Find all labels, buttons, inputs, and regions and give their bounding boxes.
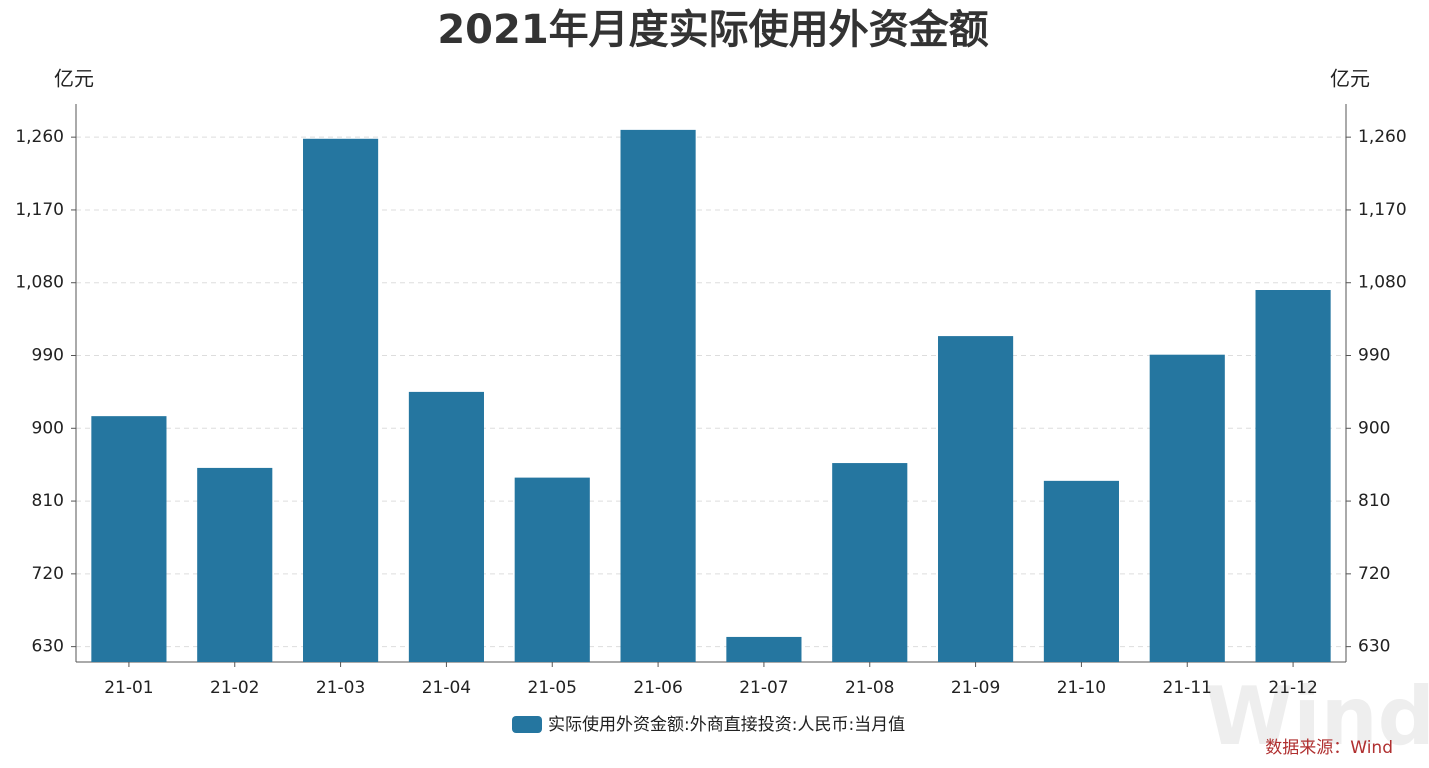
x-tick-label: 21-01 [104, 678, 153, 698]
x-tick-label: 21-03 [316, 678, 365, 698]
y2-tick-label: 1,260 [1358, 127, 1407, 147]
y2-tick-label: 1,080 [1358, 273, 1407, 293]
source: 数据来源：Wind [1265, 738, 1393, 758]
y-tick-label: 900 [32, 418, 64, 438]
bar [1255, 290, 1331, 662]
y-tick-label: 810 [32, 491, 64, 511]
bar [832, 463, 908, 662]
y-tick-label: 1,080 [15, 273, 64, 293]
y2-axis-label: 亿元 [1330, 67, 1370, 91]
y2-tick-label: 630 [1358, 637, 1390, 657]
bar [1043, 480, 1119, 662]
x-tick-label: 21-06 [633, 678, 682, 698]
watermark: Wind [1205, 670, 1429, 763]
x-tick-label: 21-02 [210, 678, 259, 698]
y-tick-label: 1,260 [15, 127, 64, 147]
bar [197, 467, 273, 662]
y2-tick-label: 810 [1358, 491, 1390, 511]
bar [408, 391, 484, 662]
x-tick-label: 21-09 [951, 678, 1000, 698]
bar [1149, 354, 1225, 662]
y2-tick-label: 990 [1358, 346, 1390, 366]
x-tick-label: 21-11 [1163, 678, 1212, 698]
legend-label: 实际使用外资金额:外商直接投资:人民币:当月值 [548, 714, 905, 735]
x-tick-label: 21-12 [1268, 678, 1317, 698]
bar [514, 477, 590, 662]
bar [938, 336, 1014, 662]
legend-swatch [512, 716, 542, 733]
y2-tick-label: 720 [1358, 564, 1390, 584]
x-tick-label: 21-10 [1057, 678, 1106, 698]
bar [726, 636, 802, 662]
y-tick-label: 1,170 [15, 200, 64, 220]
bar [91, 416, 167, 662]
x-tick-label: 21-08 [845, 678, 894, 698]
x-tick-label: 21-04 [422, 678, 471, 698]
y2-tick-label: 1,170 [1358, 200, 1407, 220]
bar [303, 138, 379, 662]
chart-title: 2021年月度实际使用外资金额 [437, 7, 988, 53]
x-tick-label: 21-05 [528, 678, 577, 698]
y2-tick-label: 900 [1358, 418, 1390, 438]
y-axis-label: 亿元 [54, 67, 94, 91]
y-tick-label: 630 [32, 637, 64, 657]
y-tick-label: 720 [32, 564, 64, 584]
bar [620, 129, 696, 662]
y-tick-label: 990 [32, 346, 64, 366]
x-tick-label: 21-07 [739, 678, 788, 698]
